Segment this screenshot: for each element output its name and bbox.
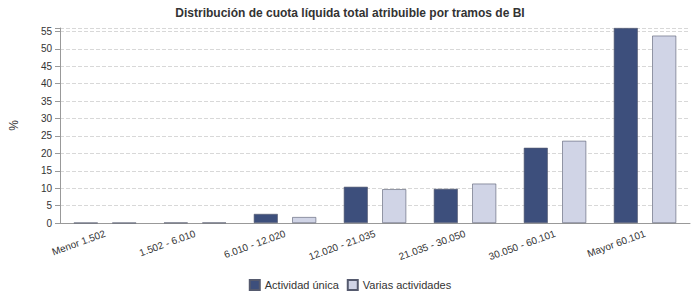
svg-text:25: 25 <box>41 130 53 141</box>
svg-text:40: 40 <box>41 78 53 89</box>
svg-text:15: 15 <box>41 165 53 176</box>
svg-text:Mayor 60.101: Mayor 60.101 <box>586 228 648 259</box>
svg-text:Distribución de cuota líquida: Distribución de cuota líquida total atri… <box>175 6 524 20</box>
svg-text:0: 0 <box>46 218 52 229</box>
svg-text:20: 20 <box>41 148 53 159</box>
svg-text:Varias actividades: Varias actividades <box>363 279 452 291</box>
svg-text:12.020 - 21.035: 12.020 - 21.035 <box>307 228 377 262</box>
svg-text:30: 30 <box>41 113 53 124</box>
svg-text:10: 10 <box>41 183 53 194</box>
svg-text:45: 45 <box>41 61 53 72</box>
svg-text:21.035 - 30.050: 21.035 - 30.050 <box>397 228 467 262</box>
svg-text:1.502 - 6.010: 1.502 - 6.010 <box>138 228 198 259</box>
svg-text:30.050 - 60.101: 30.050 - 60.101 <box>487 228 557 262</box>
svg-text:6.010 - 12.020: 6.010 - 12.020 <box>223 228 288 261</box>
svg-text:%: % <box>7 120 21 131</box>
svg-text:Actividad única: Actividad única <box>265 279 340 291</box>
svg-text:5: 5 <box>46 200 52 211</box>
svg-text:35: 35 <box>41 96 53 107</box>
svg-text:Menor 1.502: Menor 1.502 <box>50 228 107 258</box>
svg-text:50: 50 <box>41 43 53 54</box>
svg-text:55: 55 <box>41 26 53 37</box>
